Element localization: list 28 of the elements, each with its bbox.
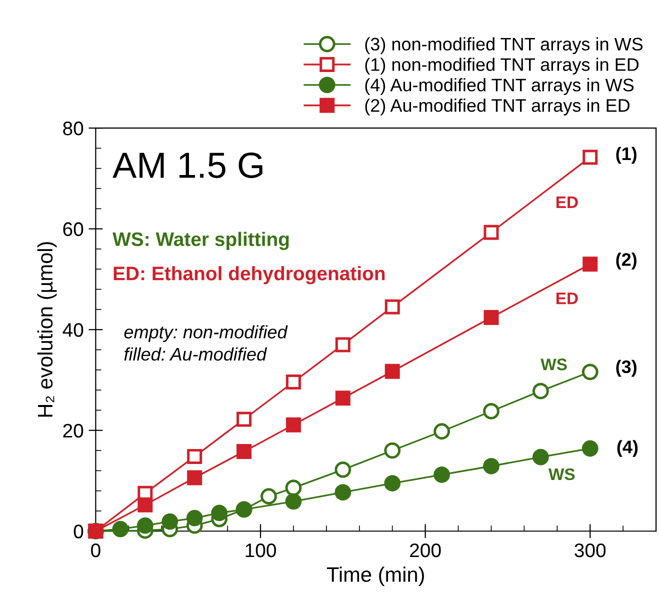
annotation: AM 1.5 G bbox=[112, 152, 262, 178]
x-axis-title: Time (min) bbox=[326, 566, 424, 586]
annotation: (3) bbox=[616, 360, 636, 377]
annotation: WS bbox=[548, 468, 575, 480]
annotation: filled: Au-modified bbox=[124, 347, 268, 361]
annotation: (4) bbox=[617, 440, 638, 457]
annotation: (2) bbox=[616, 252, 636, 270]
y-tick-label: 40 bbox=[62, 323, 84, 337]
x-tick-label: 200 bbox=[410, 543, 441, 558]
x-tick-label: 100 bbox=[246, 543, 276, 558]
legend-label: (4) Au-modified TNT arrays in WS bbox=[365, 78, 634, 95]
legend-label: (1) non-modified TNT arrays in ED bbox=[365, 58, 639, 75]
y-tick-label: 80 bbox=[63, 122, 84, 136]
annotation: WS: Water splitting bbox=[112, 232, 289, 250]
annotation: WS bbox=[540, 358, 567, 370]
x-tick-label: 300 bbox=[574, 543, 606, 558]
annotation: (1) bbox=[616, 146, 636, 164]
y-tick-label: 20 bbox=[63, 424, 84, 438]
annotation: ED bbox=[556, 196, 578, 208]
y-axis-title: H₂ evolution (µmol) bbox=[37, 242, 57, 417]
annotation: ED bbox=[556, 292, 578, 304]
annotation: ED: Ethanol dehydrogenation bbox=[114, 266, 385, 284]
legend-label: (3) non-modified TNT arrays in WS bbox=[365, 37, 643, 54]
y-tick-label: 60 bbox=[63, 222, 84, 236]
legend-label: (2) Au-modified TNT arrays in ED bbox=[365, 98, 630, 116]
annotation: empty: non-modified bbox=[124, 325, 288, 342]
y-tick-label: 0 bbox=[74, 524, 84, 538]
x-tick-label: 0 bbox=[91, 543, 100, 558]
